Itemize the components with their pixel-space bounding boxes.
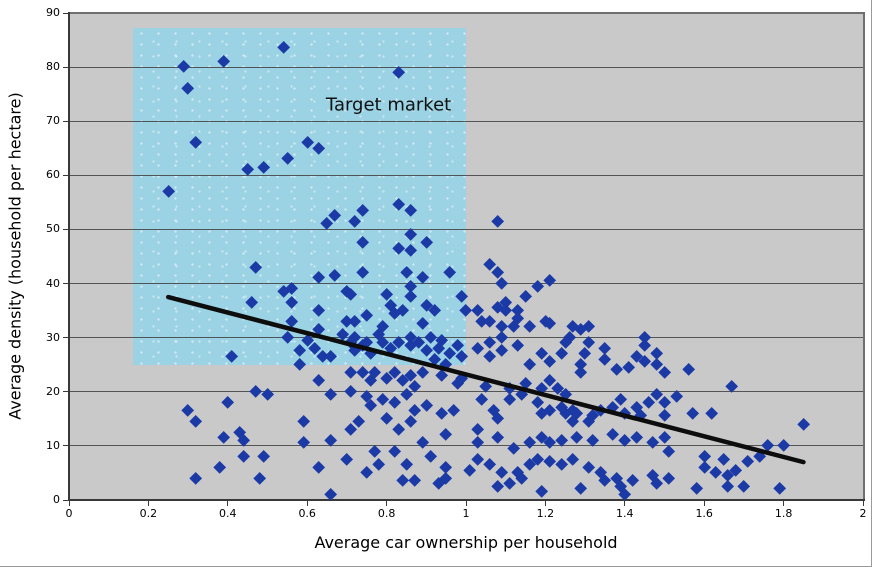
y-tick-label: 90 — [46, 6, 60, 19]
x-tickmark — [306, 501, 308, 506]
x-axis-line — [68, 499, 865, 501]
x-tick-label: 1 — [462, 507, 470, 520]
y-axis-title: Average density (household per hectare) — [5, 92, 25, 420]
x-tickmark — [227, 501, 229, 506]
x-tickmark — [703, 501, 705, 506]
y-tick-label: 50 — [46, 222, 60, 236]
x-tick-label: 0.4 — [219, 507, 237, 520]
x-tickmark — [386, 501, 388, 506]
x-tickmark — [783, 501, 785, 506]
y-tick-label: 10 — [46, 438, 60, 452]
y-tick-label: 30 — [46, 330, 60, 344]
y-tick-label: 70 — [46, 114, 60, 128]
x-axis-title: Average car ownership per household — [314, 533, 618, 552]
x-tickmark — [862, 501, 864, 506]
x-tick-label: 2 — [859, 507, 867, 520]
x-tick-label: 1.2 — [536, 507, 555, 520]
x-tickmark — [68, 501, 70, 506]
y-tick-label: 0 — [53, 493, 60, 506]
x-tickmark — [544, 501, 546, 506]
target-market-label: Target market — [325, 94, 452, 116]
x-tick-label: 0 — [65, 507, 73, 520]
x-tick-label: 0.6 — [298, 507, 316, 520]
x-tickmark — [624, 501, 626, 506]
y-tick-label: 40 — [46, 276, 60, 290]
x-tick-label: 1.6 — [695, 507, 713, 520]
y-axis-line — [68, 12, 70, 501]
y-tick-label: 80 — [46, 60, 60, 74]
y-tick-label: 20 — [46, 384, 60, 398]
x-tick-label: 1.4 — [616, 507, 634, 520]
y-tick-label: 60 — [46, 168, 60, 182]
x-tick-label: 0.2 — [139, 507, 158, 520]
x-tickmark — [147, 501, 149, 506]
x-tickmark — [465, 501, 467, 506]
plot-area — [68, 12, 865, 501]
x-tick-label: 0.8 — [377, 507, 396, 520]
x-tick-label: 1.8 — [774, 507, 793, 520]
